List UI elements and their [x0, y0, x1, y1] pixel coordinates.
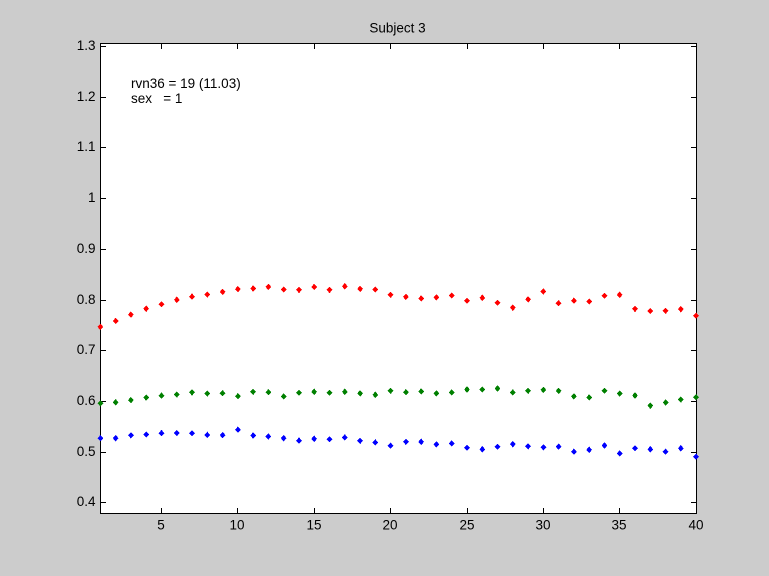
svg-text:0.9: 0.9	[77, 241, 96, 256]
svg-text:rvn36 = 19 (11.03): rvn36 = 19 (11.03)	[131, 76, 241, 91]
svg-text:40: 40	[688, 518, 703, 533]
svg-text:Subject 3: Subject 3	[369, 21, 425, 36]
svg-text:0.5: 0.5	[77, 444, 96, 459]
svg-text:5: 5	[157, 518, 165, 533]
svg-text:25: 25	[459, 518, 474, 533]
svg-text:15: 15	[306, 518, 321, 533]
svg-text:0.4: 0.4	[77, 494, 96, 509]
svg-text:sex = 1: sex = 1	[131, 91, 182, 106]
svg-text:0.8: 0.8	[77, 292, 96, 307]
svg-text:0.7: 0.7	[77, 342, 96, 357]
svg-text:1.2: 1.2	[77, 89, 96, 104]
svg-text:20: 20	[382, 518, 397, 533]
svg-text:0.6: 0.6	[77, 393, 96, 408]
svg-text:10: 10	[229, 518, 244, 533]
svg-text:35: 35	[611, 518, 626, 533]
svg-text:1: 1	[88, 190, 96, 205]
svg-text:1.1: 1.1	[77, 139, 96, 154]
svg-text:30: 30	[535, 518, 550, 533]
svg-text:1.3: 1.3	[77, 38, 96, 53]
